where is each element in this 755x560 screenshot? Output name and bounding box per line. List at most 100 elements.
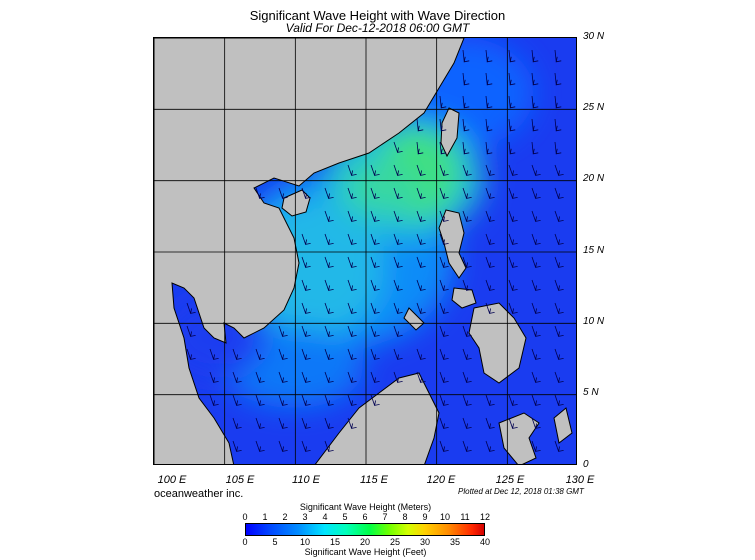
lat-label-20n: 20 N: [583, 173, 605, 184]
wave-arrow: [232, 348, 242, 360]
wave-arrow: [508, 164, 518, 176]
wave-arrow: [324, 210, 334, 222]
wave-arrow: [393, 348, 403, 360]
wave-arrow: [370, 348, 380, 360]
wave-arrow: [393, 256, 403, 268]
wave-arrow: [416, 164, 426, 176]
wave-arrow: [439, 417, 449, 429]
wave-arrow: [393, 371, 403, 383]
wave-arrow: [416, 233, 426, 245]
wave-arrow: [347, 233, 357, 245]
wave-arrow: [554, 118, 562, 132]
wave-arrow: [186, 325, 196, 337]
wave-arrow: [439, 233, 449, 245]
wave-arrow: [416, 348, 426, 360]
wave-arrow: [255, 371, 265, 383]
wave-arrow: [508, 210, 518, 222]
wave-arrow: [439, 187, 449, 199]
hainan-island: [281, 189, 311, 217]
wave-arrow: [370, 210, 380, 222]
wave-arrow: [508, 187, 518, 199]
wave-arrow: [532, 463, 533, 464]
wave-arrow: [416, 118, 424, 132]
wave-arrow: [255, 440, 265, 452]
wave-arrow: [554, 256, 564, 268]
lon-label-120e: 120 E: [426, 474, 456, 486]
wave-arrow: [531, 417, 541, 429]
wave-arrow: [439, 279, 449, 291]
legend-feet-tick: 35: [449, 537, 461, 547]
wave-arrow: [347, 417, 357, 429]
wave-arrow: [554, 49, 562, 63]
wave-arrow: [186, 348, 196, 360]
wave-arrow: [439, 95, 447, 109]
wave-arrow: [531, 302, 541, 314]
wave-arrow: [347, 256, 357, 268]
wave-arrow: [347, 325, 357, 337]
wave-arrow: [255, 417, 265, 429]
wave-arrow: [485, 394, 495, 406]
wave-arrow: [232, 394, 242, 406]
wave-arrow: [301, 325, 311, 337]
legend-meter-tick: 1: [262, 512, 268, 522]
legend-meter-tick: 8: [402, 512, 408, 522]
legend-meter-tick: 5: [342, 512, 348, 522]
wave-arrow: [462, 440, 472, 452]
wave-arrow: [439, 440, 449, 452]
wave-arrow: [439, 164, 449, 176]
legend-meter-tick: 0: [242, 512, 248, 522]
wave-arrow: [531, 233, 541, 245]
wave-arrow: [462, 49, 470, 63]
wave-arrow: [301, 394, 311, 406]
wave-arrow: [508, 49, 516, 63]
wave-arrow: [416, 279, 426, 291]
wave-arrow: [393, 210, 403, 222]
wave-arrow: [209, 371, 219, 383]
wave-arrow: [531, 141, 539, 155]
wave-arrow: [209, 348, 219, 360]
wave-arrow: [531, 440, 541, 452]
map-title: Significant Wave Height with Wave Direct…: [249, 8, 506, 23]
wave-arrow: [278, 187, 288, 199]
wave-arrow: [462, 118, 470, 132]
wave-arrow: [508, 233, 518, 245]
wave-arrow: [508, 417, 518, 429]
wave-arrow: [462, 417, 472, 429]
wave-arrow: [440, 463, 441, 464]
wave-arrow: [301, 302, 311, 314]
luzon-island: [438, 209, 467, 279]
legend-feet-tick: 5: [272, 537, 278, 547]
sulawesi-island: [498, 412, 540, 464]
wave-arrow: [370, 256, 380, 268]
lat-label-30n: 30 N: [583, 31, 605, 42]
wave-arrow: [462, 164, 472, 176]
legend-meter-tick: 11: [460, 512, 470, 522]
wave-arrow: [416, 371, 426, 383]
wave-arrow: [278, 371, 288, 383]
legend-meter-tick: 12: [479, 512, 491, 522]
wave-arrow: [393, 325, 403, 337]
wave-arrow: [554, 210, 564, 222]
wave-arrow: [439, 348, 449, 360]
palawan-island: [403, 307, 425, 331]
wave-arrow: [324, 302, 334, 314]
wave-arrow: [370, 279, 380, 291]
mainland-asia: [154, 38, 465, 464]
wave-arrow: [324, 187, 334, 199]
wave-arrow: [370, 371, 380, 383]
wave-arrow: [393, 141, 403, 153]
wave-arrow: [439, 256, 449, 268]
wave-arrow: [347, 302, 357, 314]
wave-arrow: [509, 463, 510, 464]
wave-arrow: [347, 164, 357, 176]
wave-arrow: [439, 325, 449, 337]
wave-arrow: [485, 233, 495, 245]
wave-arrow: [554, 233, 564, 245]
wave-arrow: [462, 279, 472, 291]
lat-label-5n: 5 N: [583, 387, 599, 398]
wave-arrow: [462, 141, 470, 155]
wave-arrow: [347, 394, 357, 406]
lat-label-10n: 10 N: [583, 316, 605, 327]
wave-arrow: [508, 256, 518, 268]
wave-arrow: [508, 394, 518, 406]
